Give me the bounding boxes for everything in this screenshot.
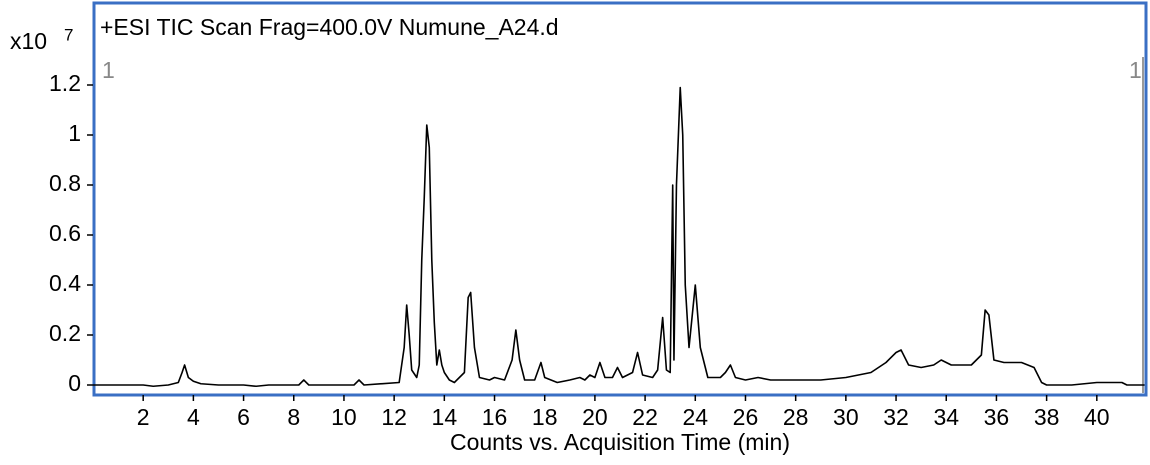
x-tick-label: 16	[482, 404, 508, 430]
x-tick-label: 14	[432, 404, 458, 430]
x-tick-label: 4	[187, 404, 200, 430]
annotation: 1	[1129, 57, 1142, 83]
x-axis-title: Counts vs. Acquisition Time (min)	[450, 429, 790, 455]
x-tick-label: 36	[984, 404, 1010, 430]
annotation: 1	[102, 57, 115, 83]
y-tick-label: 0	[68, 370, 81, 396]
y-multiplier: x10	[10, 28, 47, 54]
y-tick-label: 0.2	[49, 320, 81, 346]
x-tick-label: 38	[1034, 404, 1060, 430]
y-tick-label: 1	[68, 120, 81, 146]
x-tick-label: 28	[783, 404, 809, 430]
chart-frame	[92, 1, 1148, 397]
x-tick-label: 34	[933, 404, 959, 430]
chart-title: +ESI TIC Scan Frag=400.0V Numune_A24.d	[100, 14, 559, 40]
y-tick-label: 1.2	[49, 70, 81, 96]
y-exponent: 7	[64, 25, 73, 44]
x-tick-label: 8	[287, 404, 300, 430]
x-tick-label: 10	[331, 404, 357, 430]
x-tick-label: 40	[1084, 404, 1110, 430]
trace	[93, 86, 1145, 388]
x-tick-label: 30	[833, 404, 859, 430]
x-tick-label: 18	[532, 404, 558, 430]
x-tick-label: 6	[237, 404, 250, 430]
y-tick-label: 0.6	[49, 220, 81, 246]
x-tick-label: 32	[883, 404, 909, 430]
y-tick-label: 0.4	[49, 270, 81, 296]
x-tick-label: 22	[632, 404, 658, 430]
x-tick-label: 24	[682, 404, 708, 430]
x-tick-label: 2	[137, 404, 150, 430]
y-tick-label: 0.8	[49, 170, 81, 196]
x-tick-label: 26	[733, 404, 759, 430]
x-tick-label: 20	[582, 404, 608, 430]
x-tick-label: 12	[381, 404, 407, 430]
